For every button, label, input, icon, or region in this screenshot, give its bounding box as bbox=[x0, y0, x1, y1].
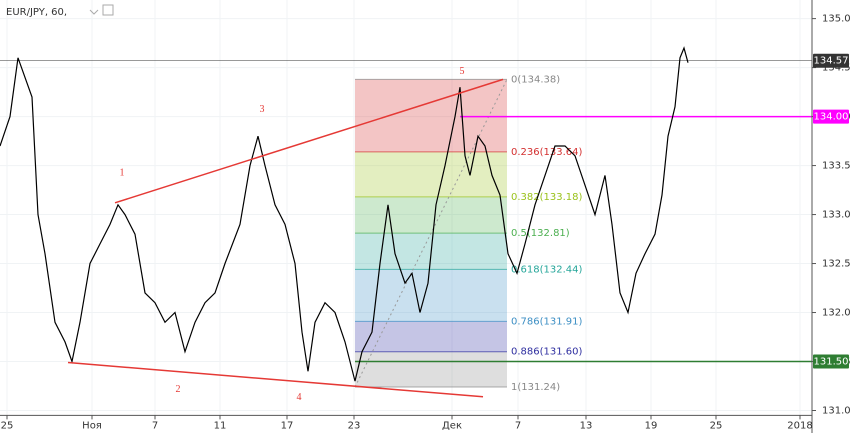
x-tick-label: 23 bbox=[348, 420, 361, 431]
x-tick-label: 11 bbox=[214, 420, 227, 431]
y-tick-label: 133.00 bbox=[822, 210, 850, 221]
price-label: 131.50 bbox=[814, 357, 849, 368]
x-tick-label: 13 bbox=[580, 420, 593, 431]
fib-label: 0(134.38) bbox=[511, 74, 560, 85]
x-tick-label: 2018 bbox=[787, 420, 812, 431]
price-label-box bbox=[813, 109, 849, 124]
fib-zone bbox=[355, 79, 507, 152]
x-tick-label: 19 bbox=[645, 420, 658, 431]
y-tick-label: 134.50 bbox=[822, 63, 850, 74]
x-tick-label: Ноя bbox=[82, 420, 102, 431]
x-tick-label: 7 bbox=[515, 420, 521, 431]
fib-label: 0.786(131.91) bbox=[511, 316, 583, 327]
settings-icon[interactable] bbox=[102, 4, 114, 16]
wave-label: 3 bbox=[260, 104, 265, 115]
y-tick-label: 132.50 bbox=[822, 259, 850, 270]
y-tick-label: 133.50 bbox=[822, 161, 850, 172]
wave-label: 1 bbox=[120, 168, 125, 179]
x-tick-label: 17 bbox=[281, 420, 294, 431]
fib-label: 0.886(131.60) bbox=[511, 347, 583, 358]
wave-label: 5 bbox=[460, 66, 465, 77]
fib-label: 1(131.24) bbox=[511, 382, 560, 393]
x-tick-label: Дек bbox=[442, 420, 462, 431]
x-tick-label: 25 bbox=[710, 420, 723, 431]
fib-zone bbox=[355, 196, 507, 234]
fib-zone bbox=[355, 151, 507, 197]
y-tick-label: 135.00 bbox=[822, 14, 850, 25]
fib-label: 0.618(132.44) bbox=[511, 264, 583, 275]
price-label: 134.00 bbox=[814, 112, 849, 123]
price-label-box bbox=[813, 354, 849, 369]
y-tick-label: 131.00 bbox=[822, 406, 850, 417]
trendline bbox=[67, 361, 484, 398]
wave-label: 4 bbox=[297, 392, 302, 403]
fib-label: 0.5(132.81) bbox=[511, 228, 570, 239]
fib-zone bbox=[355, 351, 507, 387]
wave-label: 2 bbox=[176, 384, 181, 395]
chart-title: EUR/JPY, 60, bbox=[6, 7, 67, 18]
fib-label: 0.382(133.18) bbox=[511, 192, 583, 203]
fib-zone bbox=[355, 269, 507, 322]
price-series bbox=[0, 46, 689, 382]
fib-zone bbox=[355, 321, 507, 352]
x-tick-label: 7 bbox=[152, 420, 158, 431]
fib-label: 0.236(133.64) bbox=[511, 147, 583, 158]
price-label-box bbox=[813, 53, 849, 68]
fib-diagonal bbox=[354, 79, 508, 388]
price-label: 134.57 bbox=[814, 56, 849, 67]
y-tick-label: 132.00 bbox=[822, 308, 850, 319]
dropdown-icon[interactable] bbox=[89, 9, 99, 15]
trendline bbox=[114, 78, 504, 204]
x-tick-label: 25 bbox=[1, 420, 14, 431]
